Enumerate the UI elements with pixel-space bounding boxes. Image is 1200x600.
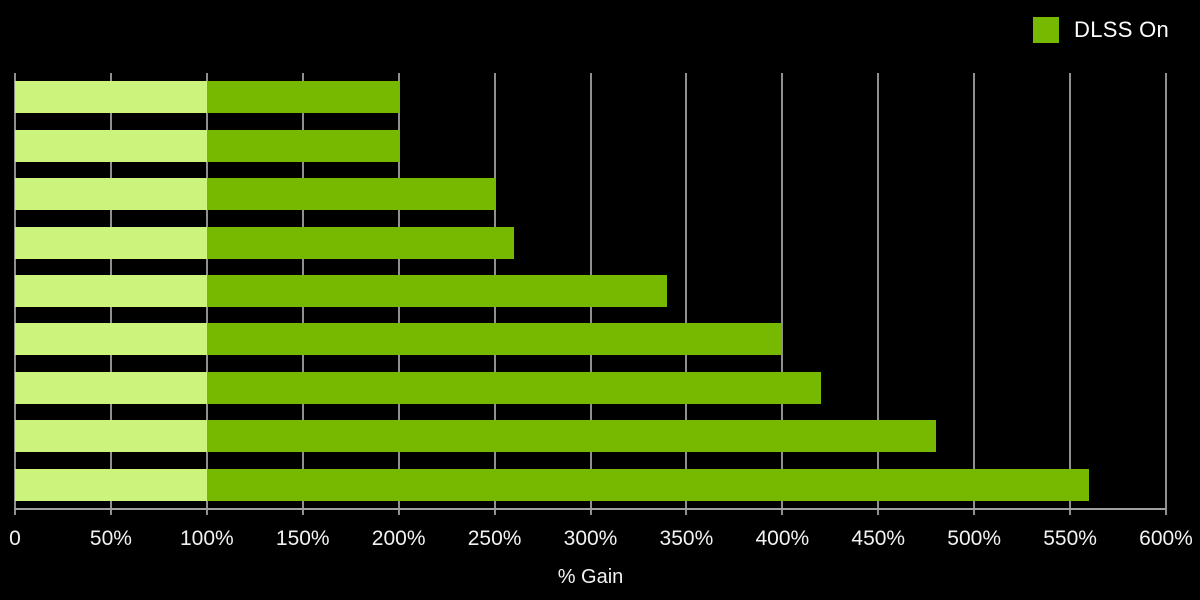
bar-gain-segment	[206, 275, 668, 307]
x-tick-label: 350%	[659, 527, 714, 550]
bar-baseline-segment	[15, 178, 207, 211]
gridline	[781, 73, 784, 515]
bar-gain-segment	[206, 323, 783, 356]
gridline	[877, 73, 880, 515]
legend: DLSS On	[1033, 17, 1169, 43]
x-axis-title: % Gain	[557, 566, 624, 588]
gridline	[1165, 73, 1167, 515]
x-tick-label: 550%	[1043, 527, 1097, 550]
x-tick-label: 600%	[1139, 527, 1193, 550]
x-tick-label: 400%	[755, 527, 810, 550]
bar-row	[15, 178, 1166, 211]
bar-baseline-segment	[15, 420, 207, 453]
legend-swatch-dlss-on	[1033, 17, 1059, 43]
bar-row	[15, 129, 1166, 162]
plot-area	[14, 73, 1167, 515]
bar-gain-segment	[206, 226, 514, 259]
bar-row	[15, 323, 1166, 356]
bar-gain-segment	[206, 81, 399, 114]
x-tick-label: 150%	[275, 527, 330, 550]
x-tick-label: 300%	[563, 527, 618, 550]
x-tick-label: 500%	[947, 527, 1002, 550]
x-tick-label: 450%	[851, 527, 906, 550]
x-tick-label: 100%	[179, 527, 234, 550]
x-axis-line	[15, 508, 1166, 510]
bar-row	[15, 371, 1166, 404]
bar-baseline-segment	[15, 468, 207, 501]
bar-gain-segment	[206, 420, 936, 453]
bar-gain-segment	[206, 468, 1090, 501]
gridline	[1069, 73, 1072, 515]
bars-layer	[15, 73, 1166, 509]
x-tick-label: 200%	[371, 527, 426, 550]
x-tick-label: 0	[9, 527, 21, 550]
bar-row	[15, 420, 1166, 453]
bar-baseline-segment	[15, 371, 207, 404]
bar-gain-segment	[206, 178, 495, 211]
x-tick-label: 50%	[89, 527, 132, 550]
gridline	[973, 73, 976, 515]
x-axis-tick-labels: 0 50% 100% 150% 200% 250% 300% 350% 400% 450% 500%…	[9, 527, 1193, 555]
bar-baseline-segment	[15, 226, 207, 259]
bar-baseline-segment	[15, 275, 207, 307]
bar-baseline-segment	[15, 323, 207, 356]
bar-baseline-segment	[15, 81, 207, 114]
legend-label-dlss-on: DLSS On	[1074, 17, 1170, 42]
bar-gain-segment	[206, 371, 821, 404]
bar-row	[15, 226, 1166, 259]
gridline	[685, 73, 688, 515]
bar-gain-segment	[206, 129, 399, 162]
bar-row	[15, 81, 1166, 114]
bar-baseline-segment	[15, 129, 207, 162]
x-tick-label: 250%	[467, 527, 522, 550]
bar-row	[15, 275, 1166, 307]
bar-row	[15, 468, 1166, 501]
